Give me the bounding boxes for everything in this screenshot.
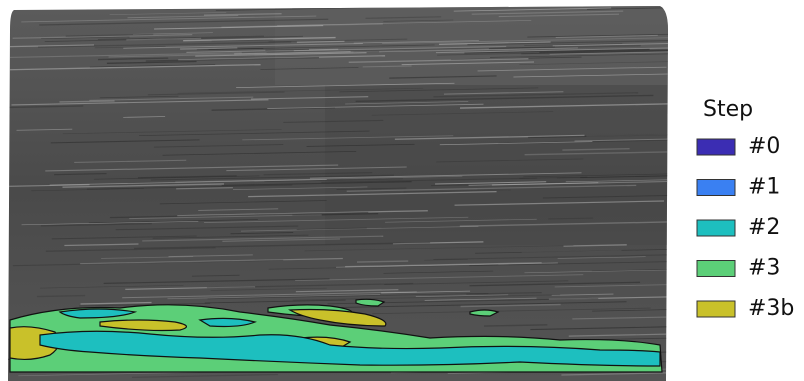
tile bbox=[325, 85, 675, 245]
legend: Step #0 #1 #2 #3 #3b bbox=[697, 97, 794, 321]
legend-label: #3b bbox=[748, 296, 794, 321]
legend-label: #1 bbox=[748, 175, 780, 200]
legend-swatch bbox=[697, 261, 735, 277]
legend-swatch bbox=[697, 180, 735, 196]
legend-swatch bbox=[697, 139, 735, 155]
scene: Step #0 #1 #2 #3 #3b bbox=[0, 0, 804, 381]
legend-swatch bbox=[697, 220, 735, 236]
legend-label: #0 bbox=[748, 134, 780, 159]
micrograph bbox=[0, 0, 804, 381]
legend-title: Step bbox=[703, 97, 753, 122]
page: Step #0#1#2#3#3b (() => { const data = J… bbox=[0, 0, 804, 381]
legend-label: #3 bbox=[748, 256, 780, 281]
legend-label: #2 bbox=[748, 215, 780, 240]
legend-swatch bbox=[697, 301, 735, 317]
